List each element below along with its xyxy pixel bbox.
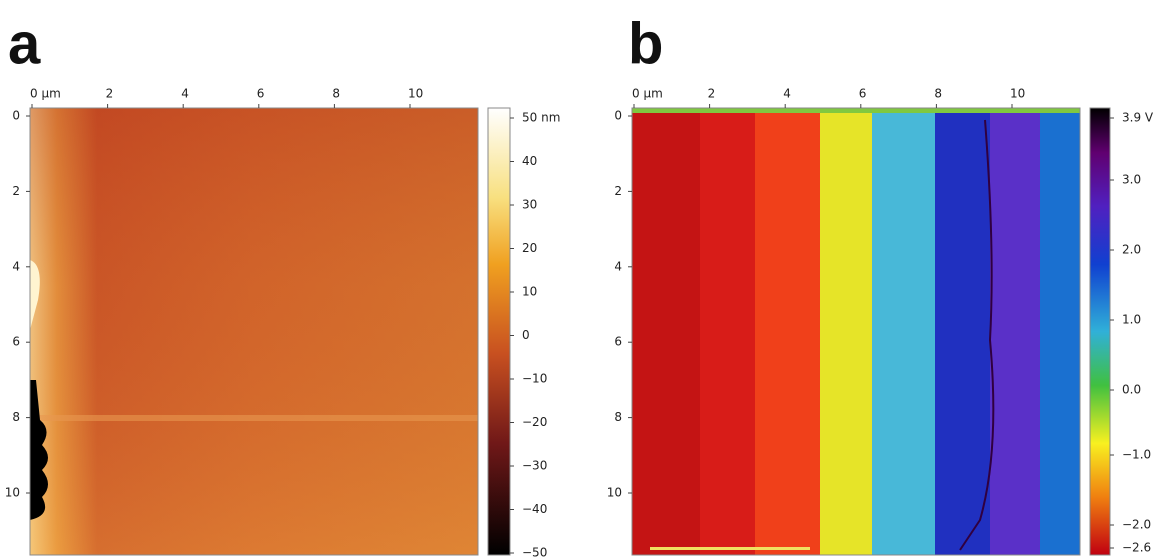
- y-tick-label: 4: [614, 259, 622, 273]
- colorbar-tick-label: 0: [522, 328, 530, 342]
- y-tick-label: 8: [614, 410, 622, 424]
- x-tick-label: 4: [783, 87, 791, 101]
- y-tick-label: 10: [5, 486, 20, 500]
- colorbar-tick-label: 50 nm: [522, 111, 560, 125]
- colorbar: [487, 107, 511, 556]
- x-tick-label: 2: [708, 87, 716, 101]
- x-tick-label: 0 µm: [30, 87, 61, 101]
- y-tick-label: 6: [614, 335, 622, 349]
- colorbar-tick-label: 30: [522, 198, 537, 212]
- y-tick-label: 6: [12, 335, 20, 349]
- x-tick-label: 2: [106, 87, 114, 101]
- colorbar-tick-label: −30: [522, 459, 547, 473]
- colorbar-tick-label: −50: [522, 546, 547, 557]
- x-tick-label: 6: [859, 87, 867, 101]
- x-tick-label: 0 µm: [632, 87, 663, 101]
- colorbar-tick-label: 3.9 V: [1122, 111, 1154, 125]
- y-tick-label: 10: [607, 486, 622, 500]
- colorbar-tick-label: −2.6: [1122, 541, 1151, 555]
- colorbar-tick-label: 3.0: [1122, 173, 1141, 187]
- afm-topography-image: [29, 107, 479, 556]
- x-tick-label: 8: [332, 87, 340, 101]
- panel-label: a: [8, 11, 41, 76]
- y-tick-label: 0: [12, 109, 20, 123]
- y-tick-label: 8: [12, 410, 20, 424]
- colorbar-tick-label: 40: [522, 154, 537, 168]
- colorbar-tick-label: 20: [522, 241, 537, 255]
- kpfm-potential-image: [631, 107, 1081, 556]
- colorbar: [1089, 107, 1111, 556]
- x-tick-label: 10: [1010, 87, 1025, 101]
- colorbar-tick-label: 0.0: [1122, 383, 1141, 397]
- y-tick-label: 2: [614, 184, 622, 198]
- colorbar-tick-label: −1.0: [1122, 448, 1151, 462]
- x-tick-label: 10: [408, 87, 423, 101]
- y-tick-label: 4: [12, 259, 20, 273]
- x-tick-label: 8: [934, 87, 942, 101]
- y-tick-label: 0: [614, 109, 622, 123]
- colorbar-tick-label: −10: [522, 372, 547, 386]
- panel-label: b: [628, 11, 663, 76]
- colorbar-tick-label: 1.0: [1122, 313, 1141, 327]
- colorbar-tick-label: 10: [522, 285, 537, 299]
- colorbar-tick-label: −2.0: [1122, 518, 1151, 532]
- colorbar-tick-label: 2.0: [1122, 243, 1141, 257]
- x-tick-label: 4: [181, 87, 189, 101]
- x-tick-label: 6: [257, 87, 265, 101]
- y-tick-label: 2: [12, 184, 20, 198]
- colorbar-tick-label: −40: [522, 502, 547, 516]
- colorbar-tick-label: −20: [522, 415, 547, 429]
